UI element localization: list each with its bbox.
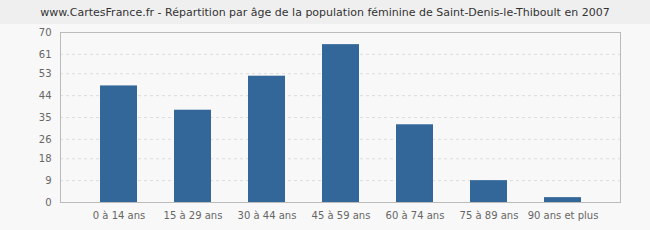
svg-text:70: 70 [39,27,52,38]
html-text:www.CartesFrance.fr - Répartit: www.CartesFrance.fr - Répartition par âg… [40,6,610,19]
svg-text:45 à 59 ans: 45 à 59 ans [312,210,371,221]
svg-text:26: 26 [39,134,52,145]
svg-text:35: 35 [39,112,52,123]
svg-text:15 à 29 ans: 15 à 29 ans [164,210,223,221]
svg-text:0: 0 [45,197,51,208]
svg-text:61: 61 [39,49,52,60]
svg-text:75 à 89 ans: 75 à 89 ans [460,210,519,221]
svg-text:9: 9 [45,175,51,186]
svg-text:18: 18 [39,153,52,164]
svg-text:44: 44 [39,90,52,101]
svg-text:30 à 44 ans: 30 à 44 ans [238,210,297,221]
svg-text:60 à 74 ans: 60 à 74 ans [386,210,445,221]
svg-text:0 à 14 ans: 0 à 14 ans [93,210,145,221]
svg-text:53: 53 [39,68,52,79]
svg-text:90 ans et plus: 90 ans et plus [528,210,599,221]
